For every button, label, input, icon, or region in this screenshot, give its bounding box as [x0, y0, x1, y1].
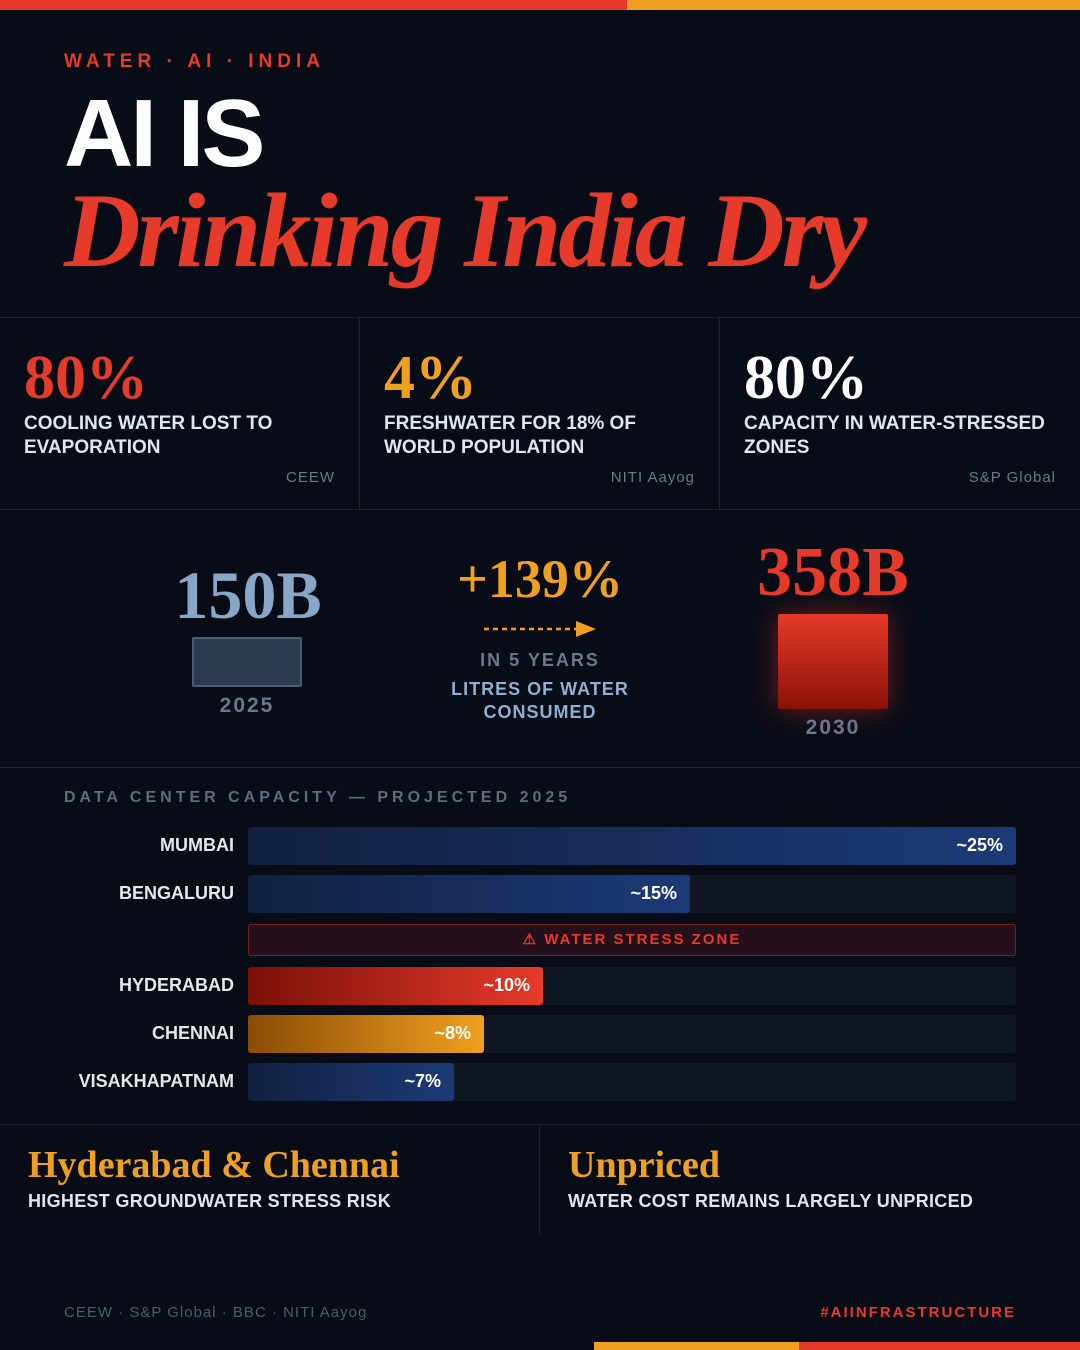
- capacity-row-bengaluru: BENGALURU ~15%: [0, 875, 1080, 913]
- bar-value: ~15%: [630, 883, 677, 903]
- bar-fill: [248, 875, 690, 913]
- callout-subtext: WATER COST REMAINS LARGELY UNPRICED: [568, 1191, 974, 1211]
- water-stress-zone-banner: ⚠ WATER STRESS ZONE: [248, 924, 1016, 956]
- bar-value: ~7%: [404, 1071, 441, 1091]
- to-year: 2030: [805, 716, 861, 739]
- capacity-row-mumbai: MUMBAI ~25%: [0, 827, 1080, 865]
- capacity-title: DATA CENTER CAPACITY — PROJECTED 2025: [64, 789, 572, 806]
- top-accent-orange: [627, 0, 1080, 10]
- callout-heading: Hyderabad & Chennai: [28, 1144, 400, 1186]
- to-value: 358B: [757, 534, 909, 611]
- top-accent-bar: [0, 0, 1080, 10]
- bar-fill: [248, 1063, 454, 1101]
- footer-hashtag: #AIINFRASTRUCTURE: [820, 1304, 1016, 1321]
- stat-value: 80%: [744, 344, 868, 412]
- stat-label: Freshwater for 18% of world population: [384, 413, 636, 458]
- from-value: 150B: [174, 557, 322, 633]
- period-label: IN 5 YEARS: [480, 650, 600, 670]
- bar-fill: [248, 1015, 484, 1053]
- to-bar: [778, 614, 888, 709]
- callout-heading: Unpriced: [568, 1144, 720, 1186]
- capacity-row-chennai: CHENNAI ~8%: [0, 1015, 1080, 1053]
- headline-line1: AI IS: [64, 80, 265, 187]
- stat-label: Cooling water lost to evaporation: [24, 413, 273, 458]
- metric-label: LITRES OF WATER CONSUMED: [451, 679, 629, 722]
- stat-freshwater: 4% Freshwater for 18% of world populatio…: [360, 318, 720, 510]
- city-label: HYDERABAD: [118, 975, 234, 995]
- capacity-row-hyderabad: HYDERABAD ~10%: [0, 967, 1080, 1005]
- stat-label: Capacity in water-stressed zones: [744, 413, 1045, 458]
- city-label: CHENNAI: [151, 1023, 234, 1043]
- bar-value: ~8%: [434, 1023, 471, 1043]
- bar-fill: [248, 827, 1016, 865]
- bottom-accent-orange: [594, 1342, 799, 1350]
- from-bar: [192, 637, 302, 687]
- change-value: +139%: [457, 549, 623, 609]
- headline-line2: Drinking India Dry: [64, 172, 867, 289]
- callout-subtext: HIGHEST GROUNDWATER STRESS RISK: [28, 1191, 391, 1211]
- city-label: MUMBAI: [160, 835, 234, 855]
- callout-unpriced: Unpriced WATER COST REMAINS LARGELY UNPR…: [540, 1125, 1080, 1235]
- stat-value: 80%: [24, 344, 148, 412]
- water-growth-panel: 150B 2025 +139% IN 5 YEARS LITRES OF WAT…: [0, 510, 1080, 768]
- kicker: WATER · AI · INDIA: [64, 51, 325, 72]
- bar-fill: [248, 967, 543, 1005]
- city-label: VISAKHAPATNAM: [78, 1071, 234, 1091]
- top-accent-red: [0, 0, 627, 10]
- callout-groundwater: Hyderabad & Chennai HIGHEST GROUNDWATER …: [0, 1125, 540, 1235]
- capacity-row-visakhapatnam: VISAKHAPATNAM ~7%: [0, 1063, 1080, 1101]
- stat-value: 4%: [384, 344, 477, 412]
- bottom-callouts: Hyderabad & Chennai HIGHEST GROUNDWATER …: [0, 1124, 1080, 1235]
- from-year: 2025: [219, 694, 275, 717]
- stats-row: 80% Cooling water lost to evaporation CE…: [0, 317, 1080, 510]
- stat-source: NITI Aayog: [610, 469, 695, 486]
- arrow-right-icon: [484, 621, 596, 637]
- bar-value: ~25%: [956, 835, 1003, 855]
- bottom-accent-red: [799, 1342, 1080, 1350]
- footer-sources: CEEW · S&P Global · BBC · NITI Aayog: [64, 1304, 368, 1321]
- stat-evaporation: 80% Cooling water lost to evaporation CE…: [0, 318, 360, 510]
- city-label: BENGALURU: [119, 883, 234, 903]
- stat-capacity: 80% Capacity in water-stressed zones S&P…: [720, 318, 1080, 510]
- stat-source: CEEW: [286, 469, 335, 486]
- bar-value: ~10%: [483, 975, 530, 995]
- stat-source: S&P Global: [968, 469, 1056, 486]
